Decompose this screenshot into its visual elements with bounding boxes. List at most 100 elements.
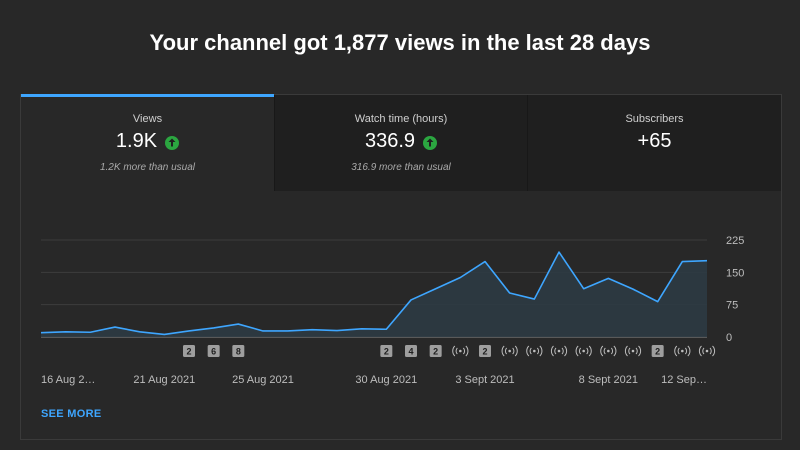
live-wave: [554, 347, 557, 355]
video-count-badge: 2: [183, 345, 195, 357]
live-dot: [533, 349, 536, 353]
live-wave: [561, 347, 564, 355]
views-area: [41, 252, 707, 337]
tab-views[interactable]: Views 1.9K 1.2K more than usual: [21, 94, 274, 191]
live-wave: [613, 345, 617, 357]
live-wave: [674, 345, 678, 357]
live-stream-icon: [452, 345, 469, 357]
badge-count: 2: [482, 347, 487, 357]
badge-count: 2: [186, 347, 191, 357]
tab-label: Views: [132, 113, 163, 125]
analytics-card: Views 1.9K 1.2K more than usual Watch ti…: [20, 94, 782, 440]
tab-comparison: 316.9 more than usual: [351, 162, 451, 173]
live-wave: [536, 347, 540, 355]
y-tick-label: 75: [726, 300, 738, 312]
badge-box: [380, 345, 393, 357]
views-chart: 225 150 75 0 2 6 8 2 4 2 2 2 16 Aug 2… 21 Aug 2021 25 …: [40, 235, 744, 386]
live-stream-icon: [600, 345, 617, 357]
live-wave: [628, 347, 631, 355]
live-wave: [564, 345, 568, 357]
video-count-badge: 2: [429, 345, 442, 357]
see-more-link[interactable]: SEE MORE: [41, 408, 102, 420]
live-wave: [677, 347, 680, 355]
live-wave: [526, 345, 530, 357]
live-dot: [582, 349, 585, 353]
tab-value: +65: [637, 130, 672, 152]
video-count-badge: 8: [232, 345, 245, 357]
x-tick-label: 8 Sept 2021: [579, 374, 638, 386]
live-wave: [712, 345, 716, 357]
live-wave: [709, 347, 712, 355]
page-title: Your channel got 1,877 views in the last…: [149, 30, 651, 55]
tab-watch-time[interactable]: Watch time (hours) 336.9 316.9 more than…: [274, 95, 527, 191]
live-stream-icon: [575, 345, 592, 357]
badge-box: [651, 345, 664, 357]
live-wave: [687, 345, 691, 357]
badge-count: 8: [236, 347, 241, 357]
x-tick-label: 30 Aug 2021: [355, 374, 417, 386]
badge-count: 6: [211, 347, 216, 357]
tab-comparison: 1.2K more than usual: [99, 162, 196, 173]
tab-value: 1.9K: [115, 130, 158, 152]
live-wave: [635, 347, 638, 355]
badge-box: [232, 345, 245, 357]
live-wave: [501, 345, 505, 357]
badge-box: [479, 345, 491, 357]
live-stream-icon: [624, 345, 642, 357]
x-tick-label: 21 Aug 2021: [133, 374, 195, 386]
live-wave: [462, 347, 466, 355]
live-wave: [550, 345, 554, 357]
live-dot: [631, 349, 635, 353]
live-dot: [705, 349, 709, 353]
badge-count: 2: [655, 347, 660, 357]
live-wave: [586, 347, 589, 355]
live-dot: [607, 349, 610, 353]
x-tick-label: 12 Sep…: [661, 374, 707, 386]
live-wave: [504, 347, 508, 355]
tab-label: Watch time (hours): [354, 113, 448, 125]
video-count-badge: 2: [651, 345, 664, 357]
live-wave: [514, 345, 518, 357]
live-stream-icon: [698, 345, 716, 357]
x-tick-label: 3 Sept 2021: [455, 374, 514, 386]
badge-count: 2: [384, 347, 389, 357]
live-wave: [539, 345, 543, 357]
badge-box: [429, 345, 442, 357]
video-count-badge: 2: [380, 345, 393, 357]
y-tick-label: 0: [726, 332, 732, 344]
live-wave: [578, 347, 582, 355]
video-count-badge: 2: [479, 345, 491, 357]
y-tick-label: 225: [726, 235, 744, 247]
views-line: [40, 251, 708, 336]
live-wave: [465, 345, 469, 357]
tab-value: 336.9: [364, 130, 416, 152]
live-wave: [529, 347, 532, 355]
badge-box: [183, 345, 195, 357]
arrow-up-circle-icon: [423, 135, 438, 150]
live-wave: [603, 347, 606, 355]
tab-subscribers[interactable]: Subscribers +65: [527, 95, 781, 191]
arrow-up-circle-icon: [165, 135, 180, 150]
badge-count: 2: [433, 347, 438, 357]
live-wave: [452, 345, 456, 357]
live-stream-icon: [674, 345, 691, 357]
live-wave: [638, 345, 642, 357]
live-stream-icon: [501, 345, 518, 357]
video-count-badge: 4: [405, 345, 417, 357]
badge-count: 4: [408, 347, 413, 357]
tab-label: Subscribers: [625, 113, 684, 125]
live-dot: [459, 349, 462, 353]
live-wave: [455, 347, 458, 355]
live-wave: [702, 347, 705, 355]
live-wave: [624, 345, 628, 357]
live-wave: [610, 347, 614, 355]
live-wave: [698, 345, 702, 357]
y-tick-label: 150: [726, 267, 744, 279]
badge-box: [405, 345, 417, 357]
active-tab-indicator: [21, 94, 274, 97]
badge-box: [207, 345, 220, 357]
x-tick-label: 16 Aug 2…: [41, 374, 95, 386]
live-dot: [557, 349, 561, 353]
live-stream-icon: [526, 345, 543, 357]
live-wave: [588, 345, 592, 357]
